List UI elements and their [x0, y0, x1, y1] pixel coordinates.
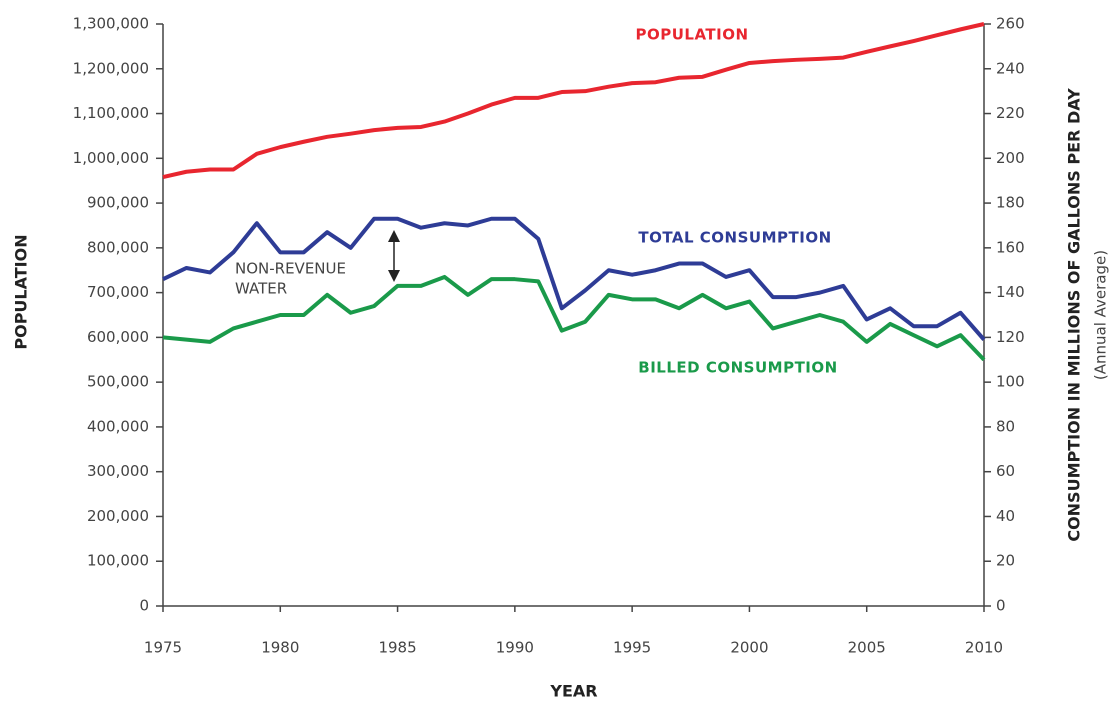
y-tick-label: 800,000 — [87, 238, 149, 256]
y-tick-label: 1,200,000 — [73, 59, 149, 77]
y2-axis-subtitle: (Annual Average) — [1092, 250, 1110, 380]
y2-tick-label: 140 — [996, 283, 1025, 301]
annotation: WATER — [235, 280, 287, 298]
y2-tick-label: 180 — [996, 194, 1025, 212]
y2-tick-label: 240 — [996, 59, 1025, 77]
x-axis-title: YEAR — [549, 682, 597, 701]
x-tick-label: 1995 — [613, 639, 651, 657]
y-axis-title: POPULATION — [12, 234, 31, 349]
y2-tick-label: 60 — [996, 462, 1015, 480]
series-line — [162, 274, 986, 362]
y-tick-label: 100,000 — [87, 552, 149, 570]
y2-tick-label: 160 — [996, 238, 1025, 256]
x-tick-label: 2005 — [848, 639, 886, 657]
x-tick-label: 1975 — [144, 639, 182, 657]
y-tick-label: 400,000 — [87, 417, 149, 435]
series-line — [162, 22, 985, 180]
y-tick-label: 500,000 — [87, 373, 149, 391]
y2-tick-label: 260 — [996, 15, 1025, 33]
y-tick-label: 1,000,000 — [73, 149, 149, 167]
y-tick-label: 700,000 — [87, 283, 149, 301]
y-tick-label: 600,000 — [87, 328, 149, 346]
y-tick-label: 200,000 — [87, 507, 149, 525]
y2-tick-label: 0 — [996, 597, 1006, 615]
series-label: BILLED CONSUMPTION — [638, 359, 837, 377]
y2-tick-label: 120 — [996, 328, 1025, 346]
x-tick-label: 1985 — [378, 639, 416, 657]
y-tick-label: 300,000 — [87, 462, 149, 480]
series-label: POPULATION — [635, 26, 748, 44]
y-tick-label: 1,100,000 — [73, 104, 149, 122]
y2-tick-label: 100 — [996, 373, 1025, 391]
y-tick-label: 1,300,000 — [73, 15, 149, 33]
x-tick-label: 2010 — [965, 639, 1003, 657]
y2-tick-label: 20 — [996, 552, 1015, 570]
y-tick-label: 900,000 — [87, 194, 149, 212]
y-tick-label: 0 — [139, 597, 149, 615]
y2-tick-label: 40 — [996, 507, 1015, 525]
y2-tick-label: 200 — [996, 149, 1025, 167]
x-tick-label: 2000 — [730, 639, 768, 657]
y2-tick-label: 80 — [996, 417, 1015, 435]
x-tick-label: 1980 — [261, 639, 299, 657]
y2-axis-title: CONSUMPTION IN MILLIONS OF GALLONS PER D… — [1065, 88, 1084, 542]
annotation: NON-REVENUE — [235, 260, 346, 278]
series-line — [162, 216, 986, 341]
series-label: TOTAL CONSUMPTION — [638, 229, 831, 247]
x-tick-label: 1990 — [496, 639, 534, 657]
y2-tick-label: 220 — [996, 104, 1025, 122]
